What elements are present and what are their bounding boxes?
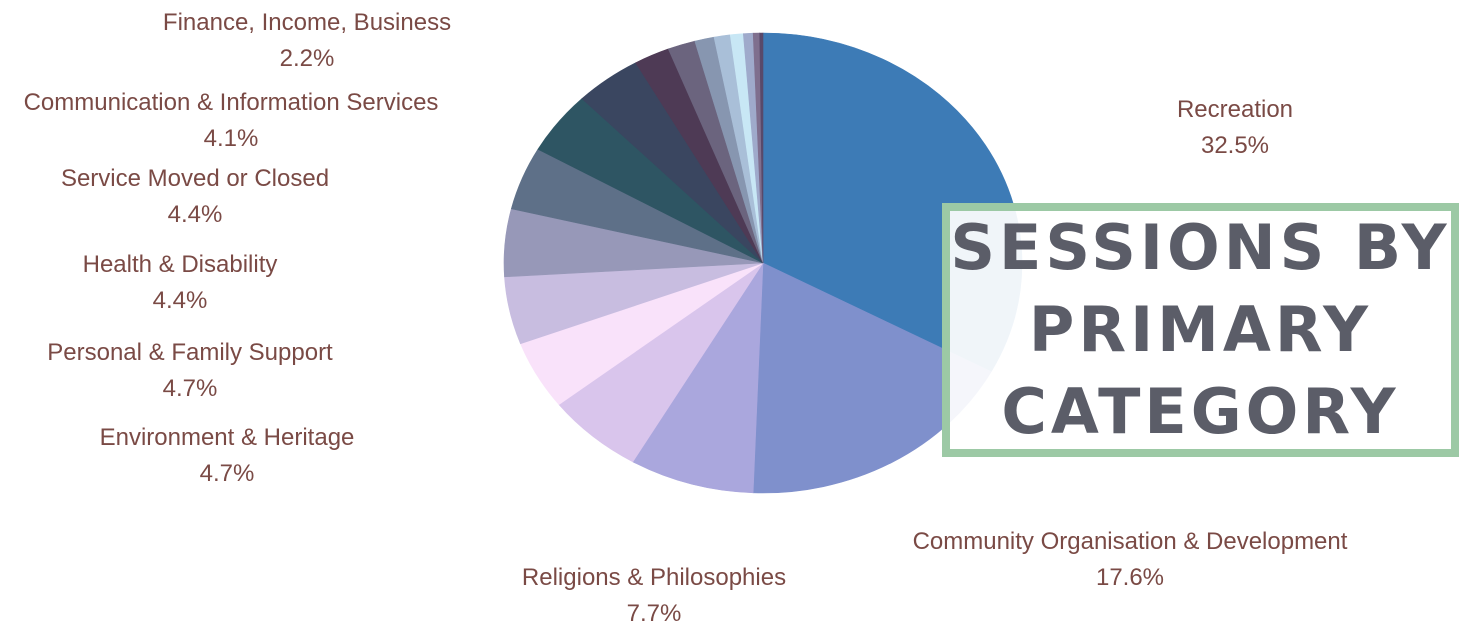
label-percent: 4.4% [152, 287, 208, 314]
title-line-1: Sessions by [950, 211, 1451, 284]
label-name: Environment & Heritage [99, 424, 355, 451]
label-personal-family-support: Personal & Family Support 4.7% [20, 335, 360, 407]
label-name: Religions & Philosophies [521, 564, 787, 591]
label-communication-information: Communication & Information Services 4.1… [0, 85, 462, 157]
label-percent: 7.7% [626, 600, 682, 627]
label-finance-income-business: Finance, Income, Business 2.2% [140, 5, 474, 77]
label-percent: 4.7% [162, 375, 218, 402]
label-health-disability: Health & Disability 4.4% [50, 247, 310, 319]
label-community-organisation: Community Organisation & Development 17.… [880, 524, 1380, 596]
label-percent: 2.2% [279, 45, 335, 72]
title-line-2: Primary [1028, 293, 1373, 366]
pie-slice-2 [632, 261, 764, 494]
label-name: Recreation [1176, 96, 1294, 123]
label-service-moved-closed: Service Moved or Closed 4.4% [35, 161, 355, 233]
label-name: Health & Disability [82, 251, 278, 278]
label-religions-philosophies: Religions & Philosophies 7.7% [474, 560, 834, 632]
label-percent: 17.6% [1095, 564, 1165, 591]
label-name: Service Moved or Closed [60, 165, 330, 192]
label-name: Finance, Income, Business [162, 9, 452, 36]
chart-title-box: Sessions by Primary Category [942, 203, 1459, 457]
label-percent: 4.7% [199, 460, 255, 487]
label-recreation: Recreation 32.5% [1135, 92, 1335, 164]
chart-title: Sessions by Primary Category [950, 207, 1450, 453]
label-percent: 4.1% [203, 125, 259, 152]
label-name: Personal & Family Support [47, 339, 333, 366]
label-percent: 4.4% [167, 201, 223, 228]
label-percent: 32.5% [1200, 132, 1270, 159]
title-line-3: Category [1001, 375, 1400, 448]
label-environment-heritage: Environment & Heritage 4.7% [72, 420, 382, 492]
pie-slice-17 [759, 32, 764, 264]
label-name: Community Organisation & Development [912, 528, 1348, 555]
label-name: Communication & Information Services [23, 89, 439, 116]
